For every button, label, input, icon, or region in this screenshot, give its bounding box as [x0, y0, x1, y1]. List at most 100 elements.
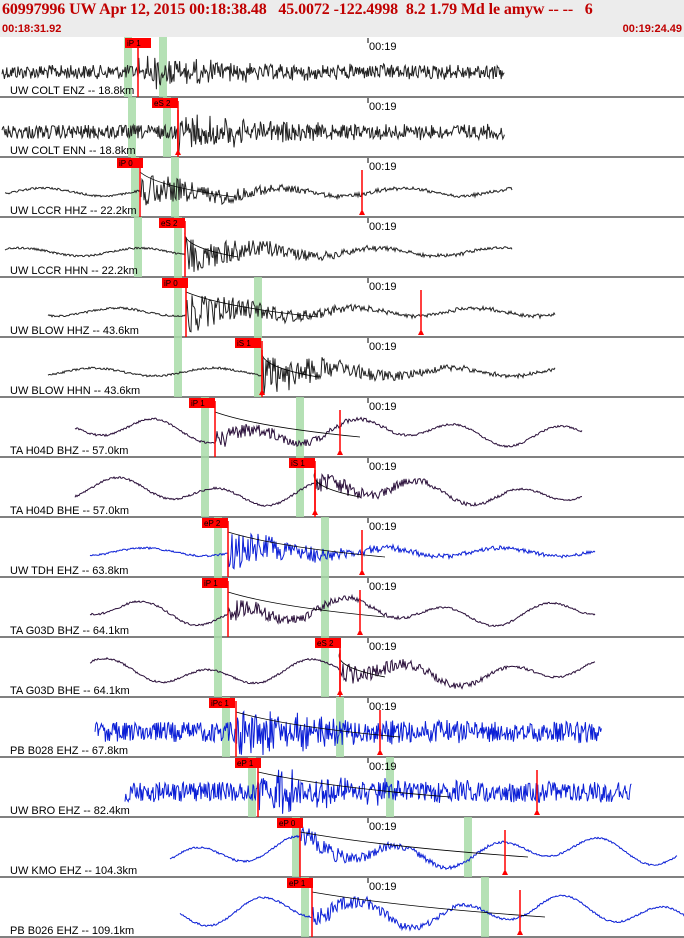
- waveform-trace: [169, 826, 678, 871]
- window-band: [214, 517, 222, 577]
- s-arrow: [337, 449, 343, 455]
- pick-flag: [189, 398, 215, 408]
- station-label: TA G03D BHZ -- 64.1km: [10, 625, 129, 637]
- waveform-trace: [74, 473, 582, 507]
- window-band: [163, 97, 171, 157]
- window-band: [321, 637, 329, 697]
- station-label: UW BLOW HHN -- 43.6km: [10, 385, 140, 397]
- s-arrow: [175, 149, 181, 155]
- pick-label: iP 0: [119, 159, 133, 168]
- minute-tick-label: 00:19: [369, 761, 397, 773]
- minute-tick-label: 00:19: [369, 521, 397, 533]
- waveform-trace: [89, 532, 596, 570]
- travel-time-curve: [227, 591, 386, 618]
- pick-flag: [277, 818, 303, 828]
- pick-label: eP 0: [279, 819, 296, 828]
- pick-label: eS 2: [154, 99, 171, 108]
- pick-flag: [235, 338, 261, 348]
- travel-time-curve: [139, 171, 236, 198]
- window-band: [174, 337, 182, 397]
- pick-label: iP 1: [127, 39, 141, 48]
- minute-tick-label: 00:19: [369, 101, 397, 113]
- window-band: [296, 397, 304, 457]
- event-title: 60997996 UW Apr 12, 2015 00:18:38.48 45.…: [2, 1, 593, 18]
- pick-flag: [159, 218, 185, 228]
- pick-flag: [235, 758, 261, 768]
- pick-label: eS 2: [317, 639, 334, 648]
- end-time-label: 00:19:24.49: [622, 23, 682, 35]
- window-band: [481, 877, 489, 937]
- pick-label: iP 1: [204, 579, 218, 588]
- pick-flag: [162, 278, 188, 288]
- s-arrow: [377, 749, 383, 755]
- window-band: [214, 577, 222, 637]
- minute-tick-label: 00:19: [369, 161, 397, 173]
- minute-tick-label: 00:19: [369, 341, 397, 353]
- pick-flag: [152, 98, 178, 108]
- minute-tick-label: 00:19: [369, 281, 397, 293]
- pick-flag: [315, 638, 341, 648]
- minute-tick-label: 00:19: [369, 221, 397, 233]
- station-label: UW COLT ENZ -- 18.8km: [10, 85, 134, 97]
- minute-tick-label: 00:19: [369, 821, 397, 833]
- pick-flag: [287, 878, 313, 888]
- window-band: [201, 397, 209, 457]
- waveform-trace: [89, 657, 596, 690]
- pick-flag: [125, 38, 151, 48]
- station-label: UW TDH EHZ -- 63.8km: [10, 565, 128, 577]
- s-arrow: [418, 329, 424, 335]
- window-band: [464, 817, 472, 877]
- station-label: PB B026 EHZ -- 109.1km: [10, 925, 134, 937]
- pick-flag: [209, 698, 235, 708]
- window-band: [201, 457, 209, 517]
- minute-tick-label: 00:19: [369, 461, 397, 473]
- travel-time-curve: [185, 291, 319, 318]
- pick-flag: [117, 158, 143, 168]
- waveform-trace: [47, 357, 556, 395]
- waveform-trace: [4, 236, 513, 272]
- start-time-label: 00:18:31.92: [2, 23, 62, 35]
- station-label: UW LCCR HHZ -- 22.2km: [10, 205, 137, 217]
- window-band: [159, 37, 167, 97]
- window-band: [292, 817, 300, 877]
- pick-label: iS 1: [237, 339, 251, 348]
- travel-time-curve: [299, 831, 529, 858]
- station-label: UW COLT ENN -- 18.8km: [10, 145, 136, 157]
- s-arrow: [337, 689, 343, 695]
- pick-flag: [202, 578, 228, 588]
- window-band: [171, 157, 179, 217]
- s-arrow: [357, 629, 363, 635]
- pick-label: eP 2: [204, 519, 221, 528]
- pick-flag: [202, 518, 228, 528]
- station-label: TA H04D BHZ -- 57.0km: [10, 445, 128, 457]
- s-arrow: [359, 569, 365, 575]
- station-label: UW LCCR HHN -- 22.2km: [10, 265, 138, 277]
- waveform-trace: [179, 894, 684, 932]
- station-label: PB B028 EHZ -- 67.8km: [10, 745, 128, 757]
- pick-label: eP 1: [237, 759, 254, 768]
- pick-label: iP 1: [191, 399, 205, 408]
- pick-label: iP 0: [164, 279, 178, 288]
- s-arrow: [312, 509, 318, 515]
- window-band: [214, 637, 222, 697]
- minute-tick-label: 00:19: [369, 581, 397, 593]
- s-arrow: [502, 869, 508, 875]
- station-label: UW BLOW HHZ -- 43.6km: [10, 325, 139, 337]
- waveform-trace: [74, 416, 583, 448]
- pick-label: eP 1: [289, 879, 306, 888]
- minute-tick-label: 00:19: [369, 881, 397, 893]
- minute-tick-label: 00:19: [369, 641, 397, 653]
- minute-tick-label: 00:19: [369, 701, 397, 713]
- s-arrow: [259, 389, 265, 395]
- travel-time-curve: [235, 711, 401, 738]
- s-arrow: [534, 809, 540, 815]
- window-band: [321, 517, 329, 577]
- minute-tick-label: 00:19: [369, 41, 397, 53]
- travel-time-curve: [214, 411, 361, 438]
- waveform-trace: [1, 55, 505, 90]
- window-band: [321, 577, 329, 637]
- pick-flag: [289, 458, 315, 468]
- pick-label: iPc 1: [211, 699, 229, 708]
- station-label: UW BRO EHZ -- 82.4km: [10, 805, 130, 817]
- seismogram-plot: 00:19 iP 1 UW COLT ENZ -- 18.8km 00:19 eS 2 U…: [0, 37, 684, 938]
